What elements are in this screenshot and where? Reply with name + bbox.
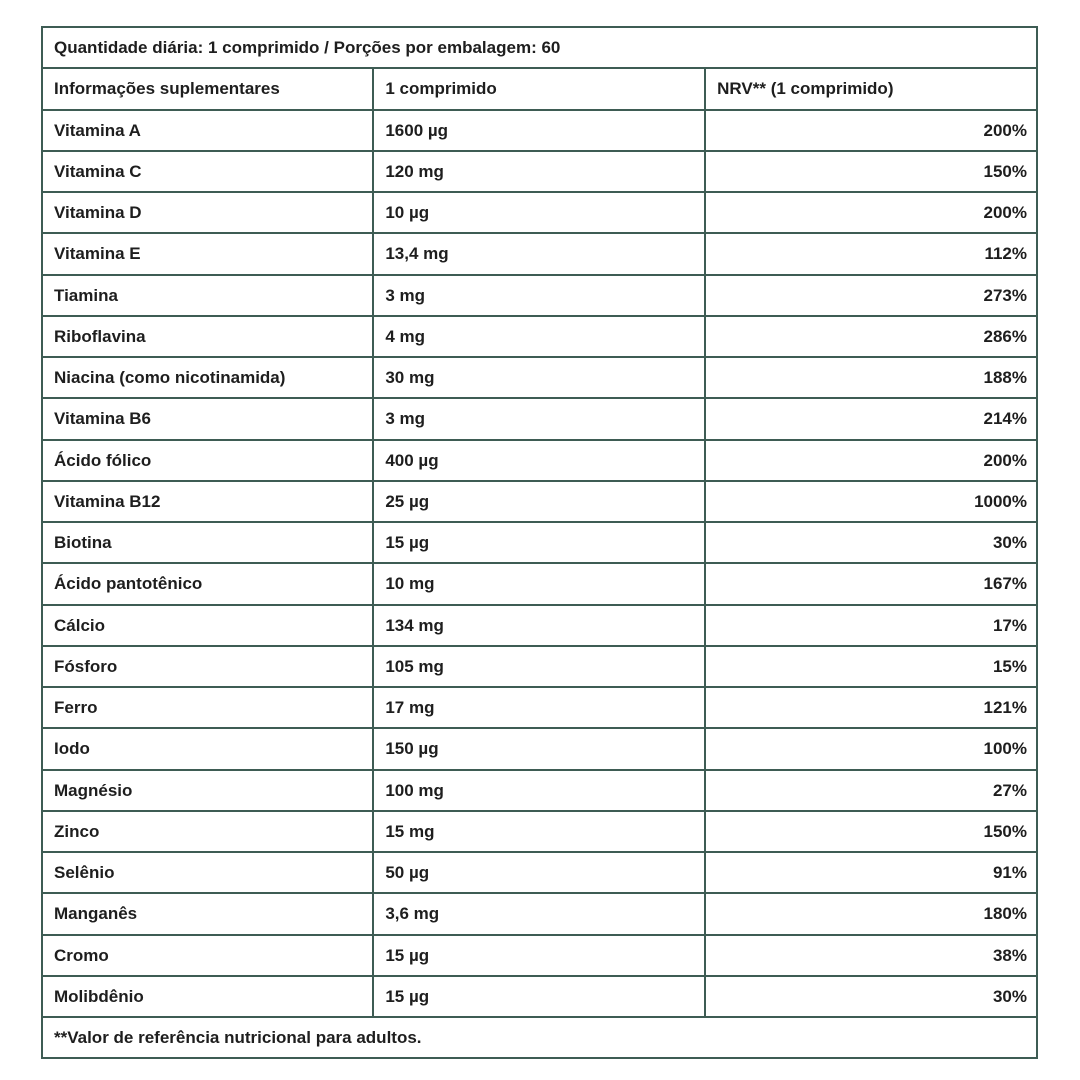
serving-header: Quantidade diária: 1 comprimido / Porçõe… [41,25,1038,70]
footnote: **Valor de referência nutricional para a… [41,1015,1038,1060]
nutrient-amount: 15 µg [372,520,707,565]
nutrient-name: Manganês [40,892,375,936]
nutrient-name: Ferro [40,685,375,730]
nutrient-row: Tiamina 3 mg 273% [40,273,1038,317]
serving-header-row: Quantidade diária: 1 comprimido / Porçõe… [41,25,1038,70]
nutrient-name: Fósforo [40,644,375,689]
nutrient-amount: 3 mg [372,397,707,441]
nutrient-nrv: 200% [704,438,1038,482]
nutrient-amount: 15 µg [372,933,707,977]
nutrient-row: Biotina 15 µg 30% [40,520,1038,565]
nutrient-name: Riboflavina [40,314,375,359]
nutrient-nrv: 188% [704,355,1038,400]
nutrient-amount: 30 mg [372,355,707,400]
nutrient-nrv: 100% [704,727,1038,771]
nutrient-row: Vitamina B12 25 µg 1000% [40,479,1038,524]
nutrient-row: Vitamina A 1600 µg 200% [40,108,1038,152]
nutrient-amount: 10 µg [372,190,707,235]
nutrient-row: Cálcio 134 mg 17% [40,603,1038,647]
column-header-row: Informações suplementares 1 comprimido N… [40,67,1038,111]
nutrient-name: Vitamina D [40,190,375,235]
nutrient-nrv: 180% [704,892,1038,936]
nutrient-nrv: 200% [704,190,1038,235]
nutrient-row: Vitamina D 10 µg 200% [40,190,1038,235]
nutrient-name: Selênio [40,850,375,895]
nutrient-row: Fósforo 105 mg 15% [40,644,1038,689]
nutrient-row: Vitamina B6 3 mg 214% [40,397,1038,441]
nutrient-name: Ácido fólico [40,438,375,482]
nutrient-nrv: 112% [704,232,1038,276]
nutrient-amount: 4 mg [372,314,707,359]
nutrient-row: Manganês 3,6 mg 180% [40,892,1038,936]
nutrient-row: Molibdênio 15 µg 30% [40,974,1038,1019]
nutrient-row: Magnésio 100 mg 27% [40,768,1038,812]
nutrient-row: Iodo 150 µg 100% [40,727,1038,771]
column-header-info: Informações suplementares [40,67,375,111]
nutrient-row: Zinco 15 mg 150% [40,809,1038,854]
footnote-row: **Valor de referência nutricional para a… [41,1015,1038,1060]
nutrient-amount: 15 mg [372,809,707,854]
nutrient-name: Cálcio [40,603,375,647]
nutrient-nrv: 30% [704,974,1038,1019]
nutrient-name: Molibdênio [40,974,375,1019]
nutrient-name: Ácido pantotênico [40,562,375,606]
nutrient-amount: 13,4 mg [372,232,707,276]
nutrient-nrv: 27% [704,768,1038,812]
nutrient-nrv: 91% [704,850,1038,895]
nutrient-nrv: 167% [704,562,1038,606]
column-header-amount: 1 comprimido [372,67,707,111]
nutrient-name: Vitamina E [40,232,375,276]
nutrient-amount: 105 mg [372,644,707,689]
nutrient-nrv: 150% [704,809,1038,854]
nutrient-amount: 15 µg [372,974,707,1019]
nutrient-amount: 3 mg [372,273,707,317]
nutrient-name: Vitamina B6 [40,397,375,441]
nutrient-nrv: 30% [704,520,1038,565]
nutrient-amount: 1600 µg [372,108,707,152]
nutrient-amount: 150 µg [372,727,707,771]
nutrient-nrv: 214% [704,397,1038,441]
nutrient-nrv: 150% [704,149,1038,194]
nutrient-amount: 25 µg [372,479,707,524]
nutrient-name: Vitamina A [40,108,375,152]
nutrient-name: Magnésio [40,768,375,812]
nutrient-row: Selênio 50 µg 91% [40,850,1038,895]
nutrient-name: Niacina (como nicotinamida) [40,355,375,400]
nutrient-row: Vitamina E 13,4 mg 112% [40,232,1038,276]
nutrient-row: Niacina (como nicotinamida) 30 mg 188% [40,355,1038,400]
nutrient-amount: 100 mg [372,768,707,812]
column-header-nrv: NRV** (1 comprimido) [704,67,1038,111]
supplement-facts-table: Quantidade diária: 1 comprimido / Porçõe… [40,25,1038,1060]
nutrient-nrv: 38% [704,933,1038,977]
nutrient-nrv: 273% [704,273,1038,317]
nutrient-name: Tiamina [40,273,375,317]
nutrient-row: Ferro 17 mg 121% [40,685,1038,730]
nutrient-amount: 17 mg [372,685,707,730]
nutrient-amount: 120 mg [372,149,707,194]
nutrient-row: Ácido pantotênico 10 mg 167% [40,562,1038,606]
nutrient-nrv: 286% [704,314,1038,359]
nutrient-name: Vitamina B12 [40,479,375,524]
nutrient-row: Cromo 15 µg 38% [40,933,1038,977]
nutrient-nrv: 17% [704,603,1038,647]
nutrient-amount: 3,6 mg [372,892,707,936]
nutrient-row: Vitamina C 120 mg 150% [40,149,1038,194]
nutrient-name: Biotina [40,520,375,565]
nutrient-name: Vitamina C [40,149,375,194]
nutrient-name: Cromo [40,933,375,977]
nutrient-amount: 134 mg [372,603,707,647]
nutrient-amount: 10 mg [372,562,707,606]
nutrient-row: Riboflavina 4 mg 286% [40,314,1038,359]
nutrient-nrv: 15% [704,644,1038,689]
nutrient-nrv: 1000% [704,479,1038,524]
nutrient-name: Iodo [40,727,375,771]
nutrient-row: Ácido fólico 400 µg 200% [40,438,1038,482]
nutrient-amount: 400 µg [372,438,707,482]
nutrient-name: Zinco [40,809,375,854]
nutrient-amount: 50 µg [372,850,707,895]
nutrient-nrv: 200% [704,108,1038,152]
nutrient-nrv: 121% [704,685,1038,730]
